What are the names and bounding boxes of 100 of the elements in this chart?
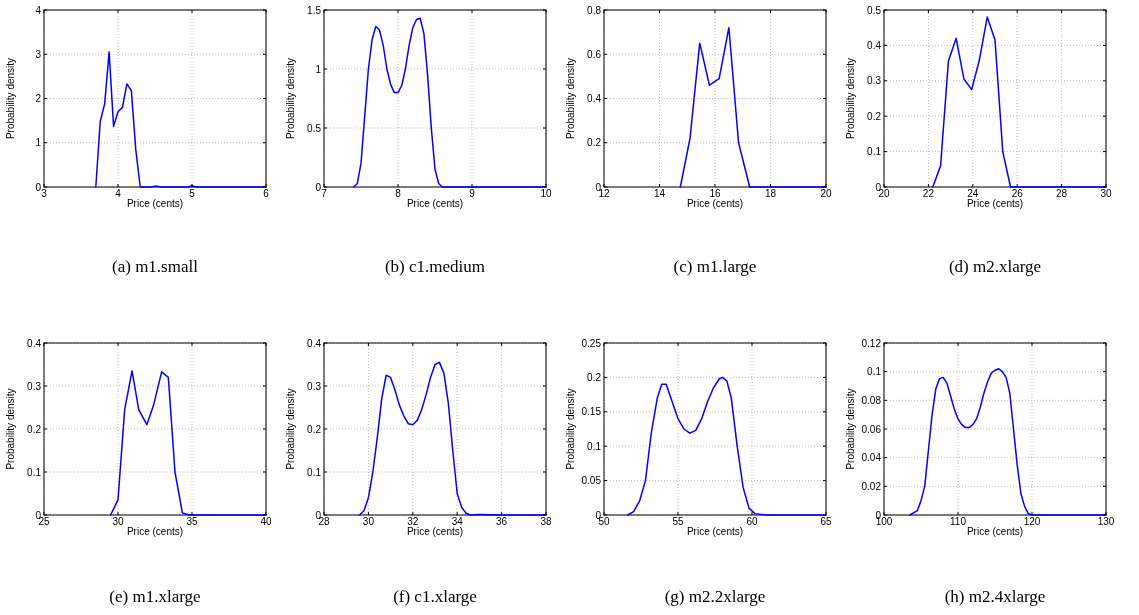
x-axis-title: Price (cents)	[686, 526, 744, 537]
line-series	[95, 51, 267, 188]
text: (f) c1.xlarge	[393, 587, 477, 606]
line-series	[109, 370, 267, 516]
y-tick-label: 0.5	[867, 4, 882, 16]
y-tick-label: 0	[875, 181, 882, 193]
x-axis-title: Price (cents)	[126, 198, 184, 209]
x-tick-label: 14	[653, 188, 666, 199]
y-tick-label: 4	[35, 4, 42, 16]
text: (g) m2.2xlarge	[664, 587, 766, 606]
x-axis-title: Price (cents)	[406, 198, 464, 209]
y-tick-label: 0	[315, 181, 322, 193]
y-tick-label: 0.4	[867, 39, 882, 51]
y-tick-label: 0.2	[27, 423, 42, 435]
y-tick-label: 0	[595, 181, 602, 193]
text: (b) c1.medium	[384, 257, 486, 276]
x-tick-label: 20	[820, 188, 832, 199]
y-tick-label: 1	[315, 63, 322, 75]
x-axis-title: Price (cents)	[966, 198, 1024, 209]
x-tick-label: 30	[1100, 188, 1112, 199]
x-tick-label: 35	[186, 516, 198, 527]
text: (c) m1.large	[673, 257, 757, 276]
y-tick-label: 0	[35, 509, 42, 521]
y-axis-title: Probability density	[845, 388, 856, 470]
y-tick-label: 0.3	[867, 75, 882, 87]
y-tick-label: 0.2	[867, 110, 882, 122]
x-tick-label: 7	[321, 188, 328, 199]
y-tick-label: 0.3	[307, 380, 322, 392]
y-tick-label: 0.05	[581, 475, 602, 487]
x-tick-label: 120	[1023, 516, 1041, 527]
y-tick-label: 0.3	[27, 380, 42, 392]
y-axis-title: Probability density	[285, 388, 296, 470]
x-tick-label: 22	[922, 188, 935, 199]
x-tick-label: 38	[540, 516, 552, 527]
x-tick-label: 24	[967, 188, 979, 199]
x-tick-label: 32	[407, 516, 419, 527]
y-axis-title: Probability density	[5, 57, 16, 140]
y-tick-label: 0.04	[861, 452, 882, 464]
line-series	[932, 16, 1107, 188]
y-tick-label: 0.12	[861, 337, 882, 349]
y-tick-label: 0.4	[27, 337, 42, 349]
x-tick-label: 40	[260, 516, 272, 527]
y-tick-label: 0.1	[587, 440, 602, 452]
x-tick-label: 55	[672, 516, 684, 527]
y-tick-label: 0.1	[27, 466, 42, 478]
x-tick-label: 4	[115, 188, 122, 199]
x-tick-label: 28	[1056, 188, 1068, 199]
x-tick-label: 30	[362, 516, 375, 527]
line-series	[679, 26, 827, 188]
y-tick-label: 0.08	[861, 394, 882, 406]
y-axis-title: Probability density	[565, 57, 576, 140]
y-tick-label: 0.2	[587, 371, 602, 383]
x-tick-label: 130	[1097, 516, 1115, 527]
y-tick-label: 0.2	[307, 423, 322, 435]
y-tick-label: 0.06	[861, 423, 882, 435]
x-tick-label: 6	[263, 188, 270, 199]
x-axis-title: Price (cents)	[126, 526, 184, 537]
x-tick-label: 18	[764, 188, 777, 199]
y-tick-label: 0.6	[587, 48, 602, 60]
y-tick-label: 0.4	[307, 337, 322, 349]
y-tick-label: 0.02	[861, 480, 882, 492]
y-tick-label: 0.4	[587, 93, 602, 104]
y-tick-label: 0.1	[867, 366, 882, 378]
y-tick-label: 0.1	[867, 146, 882, 158]
x-tick-label: 9	[469, 188, 476, 199]
text: (e) m1.xlarge	[109, 587, 201, 606]
y-tick-label: 0.5	[307, 122, 322, 134]
y-tick-label: 0.8	[587, 4, 602, 16]
y-tick-label: 1	[35, 137, 42, 149]
y-tick-label: 1.5	[307, 4, 322, 16]
x-tick-label: 8	[395, 188, 402, 199]
x-tick-label: 30	[112, 516, 124, 527]
y-tick-label: 0.1	[307, 466, 322, 478]
x-tick-label: 36	[496, 516, 508, 527]
line-series	[358, 361, 547, 516]
y-axis-title: Probability density	[845, 57, 856, 140]
x-tick-label: 16	[709, 188, 721, 199]
line-series	[352, 17, 547, 188]
x-tick-label: 26	[1011, 188, 1024, 199]
y-tick-label: 0.2	[587, 137, 602, 149]
text: (a) m1.small	[112, 257, 199, 276]
x-axis-title: Price (cents)	[966, 526, 1024, 537]
text: (h) m2.4xlarge	[944, 587, 1046, 606]
y-axis-title: Probability density	[5, 388, 16, 470]
x-tick-label: 34	[451, 516, 464, 527]
y-axis-title: Probability density	[285, 57, 296, 140]
y-tick-label: 0.15	[581, 406, 602, 418]
y-axis-title: Probability density	[565, 388, 576, 470]
text: (d) m2.xlarge	[948, 257, 1042, 276]
y-tick-label: 0	[35, 181, 42, 193]
line-series	[909, 368, 1107, 516]
y-tick-label: 0.25	[581, 337, 602, 349]
line-series	[626, 376, 827, 516]
y-tick-label: 2	[35, 93, 42, 104]
x-tick-label: 65	[820, 516, 832, 527]
y-tick-label: 3	[35, 48, 42, 60]
x-tick-label: 100	[875, 516, 893, 527]
x-axis-title: Price (cents)	[406, 526, 464, 537]
y-tick-label: 0	[315, 509, 322, 521]
x-tick-label: 110	[950, 516, 967, 527]
